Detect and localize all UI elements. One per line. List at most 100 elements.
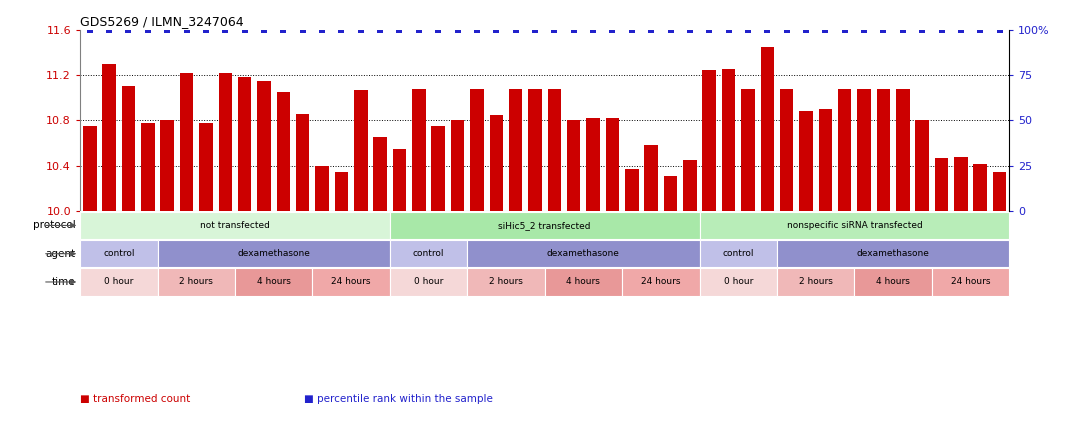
Point [410,26,427,33]
Bar [700,240,776,267]
Point [372,26,389,33]
Bar [489,115,503,212]
Bar [700,269,776,296]
Text: agent: agent [45,249,76,259]
Bar [393,149,406,212]
Text: not transfected: not transfected [200,221,270,230]
Text: 2 hours: 2 hours [799,277,833,286]
Point [139,26,156,33]
Bar [529,89,541,212]
Text: nonspecific siRNA transfected: nonspecific siRNA transfected [786,221,923,230]
Point [236,26,253,33]
Bar [390,240,468,267]
Point [352,26,370,33]
Point [913,26,930,33]
Bar [915,121,929,212]
Text: ■ transformed count: ■ transformed count [80,394,190,404]
Bar [760,47,774,212]
Bar [412,89,426,212]
Text: 2 hours: 2 hours [489,277,523,286]
Point [643,26,660,33]
Bar [567,121,581,212]
Bar [545,269,622,296]
Bar [390,212,700,239]
Text: time: time [52,277,76,287]
Bar [277,92,290,212]
Text: dexamethasone: dexamethasone [237,249,310,258]
Point [294,26,311,33]
Bar [877,89,891,212]
Bar [799,111,813,212]
Point [469,26,486,33]
Point [159,26,176,33]
Text: dexamethasone: dexamethasone [547,249,619,258]
Bar [467,240,700,267]
Point [100,26,117,33]
Point [255,26,272,33]
Bar [80,269,157,296]
Bar [390,269,468,296]
Point [527,26,544,33]
Point [991,26,1008,33]
Point [662,26,679,33]
Bar [141,123,155,212]
Point [449,26,466,33]
Text: ■ percentile rank within the sample: ■ percentile rank within the sample [304,394,493,404]
Bar [625,169,639,212]
Point [701,26,718,33]
Bar [334,172,348,212]
Point [584,26,601,33]
Bar [776,240,1009,267]
Point [758,26,775,33]
Bar [722,69,736,212]
Bar [993,172,1006,212]
Bar [199,123,213,212]
Point [681,26,698,33]
Point [178,26,195,33]
Text: 0 hour: 0 hour [104,277,134,286]
Text: protocol: protocol [33,220,76,231]
Bar [179,73,193,212]
Bar [622,269,700,296]
Bar [470,89,484,212]
Point [855,26,873,33]
Point [507,26,524,33]
Bar [157,240,390,267]
Bar [934,158,948,212]
Point [779,26,796,33]
Text: GDS5269 / ILMN_3247064: GDS5269 / ILMN_3247064 [80,16,244,28]
Bar [776,269,854,296]
Point [546,26,563,33]
Text: 0 hour: 0 hour [413,277,443,286]
Text: dexamethasone: dexamethasone [857,249,929,258]
Bar [858,89,870,212]
Bar [257,81,271,212]
Point [565,26,582,33]
Text: 24 hours: 24 hours [331,277,371,286]
Point [720,26,737,33]
Bar [83,126,96,212]
Point [953,26,970,33]
Bar [374,137,387,212]
Point [198,26,215,33]
Bar [663,176,677,212]
Bar [548,89,561,212]
Bar [780,89,794,212]
Bar [973,164,987,212]
Point [603,26,621,33]
Bar [467,269,545,296]
Bar [157,269,235,296]
Point [391,26,408,33]
Bar [103,64,116,211]
Text: 0 hour: 0 hour [723,277,753,286]
Text: control: control [413,249,444,258]
Bar [451,121,465,212]
Point [217,26,234,33]
Point [333,26,350,33]
Bar [238,77,251,212]
Bar [160,121,174,212]
Bar [354,90,367,212]
Point [894,26,911,33]
Bar [931,269,1009,296]
Bar [741,89,755,212]
